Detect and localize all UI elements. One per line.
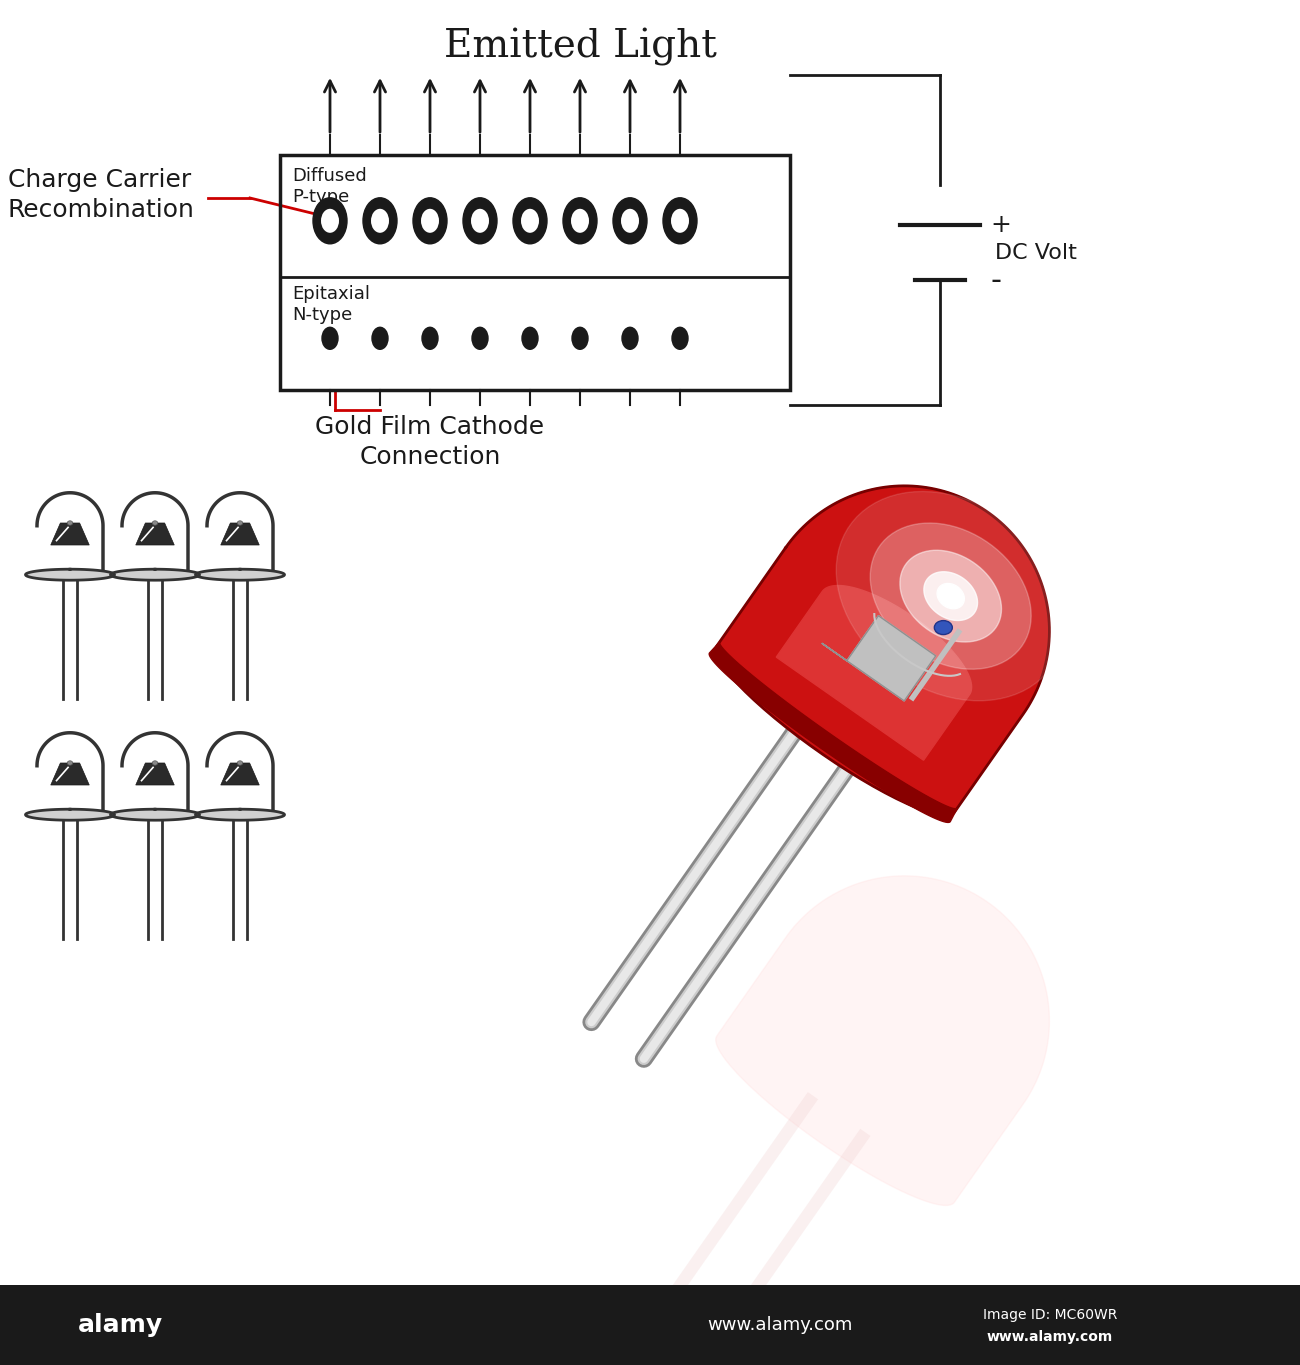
Text: Charge Carrier
Recombination: Charge Carrier Recombination bbox=[8, 168, 195, 221]
Polygon shape bbox=[135, 523, 174, 545]
Text: Emitted Light: Emitted Light bbox=[443, 29, 716, 66]
Ellipse shape bbox=[413, 198, 447, 244]
Text: alamy: alamy bbox=[78, 1313, 162, 1336]
Polygon shape bbox=[135, 763, 174, 785]
Polygon shape bbox=[823, 616, 936, 700]
Ellipse shape bbox=[935, 621, 953, 635]
Polygon shape bbox=[36, 493, 103, 572]
Polygon shape bbox=[900, 550, 1001, 642]
Polygon shape bbox=[776, 586, 971, 760]
Ellipse shape bbox=[422, 328, 438, 349]
Ellipse shape bbox=[421, 209, 439, 233]
Polygon shape bbox=[36, 733, 103, 812]
Ellipse shape bbox=[663, 198, 697, 244]
Polygon shape bbox=[221, 523, 259, 545]
Ellipse shape bbox=[321, 209, 339, 233]
Bar bbox=[0, 1284, 1300, 1365]
Ellipse shape bbox=[372, 328, 387, 349]
Ellipse shape bbox=[621, 209, 640, 233]
Polygon shape bbox=[26, 569, 114, 580]
Polygon shape bbox=[111, 809, 199, 820]
Polygon shape bbox=[122, 733, 188, 812]
Polygon shape bbox=[716, 486, 1049, 815]
Ellipse shape bbox=[572, 328, 588, 349]
Ellipse shape bbox=[152, 521, 157, 526]
Text: DC Volt: DC Volt bbox=[994, 243, 1076, 262]
Ellipse shape bbox=[237, 760, 243, 766]
Text: www.alamy.com: www.alamy.com bbox=[987, 1330, 1113, 1345]
Ellipse shape bbox=[152, 760, 157, 766]
Ellipse shape bbox=[621, 328, 638, 349]
Polygon shape bbox=[924, 572, 978, 621]
Polygon shape bbox=[207, 733, 273, 812]
Ellipse shape bbox=[68, 760, 73, 766]
Ellipse shape bbox=[523, 328, 538, 349]
Polygon shape bbox=[51, 523, 90, 545]
Text: Diffused
P-type: Diffused P-type bbox=[292, 167, 367, 206]
Polygon shape bbox=[221, 763, 259, 785]
Polygon shape bbox=[26, 809, 114, 820]
Ellipse shape bbox=[463, 198, 497, 244]
Polygon shape bbox=[111, 569, 199, 580]
Polygon shape bbox=[937, 583, 965, 609]
Ellipse shape bbox=[671, 209, 689, 233]
Polygon shape bbox=[51, 763, 90, 785]
Polygon shape bbox=[836, 491, 1065, 700]
Ellipse shape bbox=[68, 521, 73, 526]
Polygon shape bbox=[195, 809, 285, 820]
Ellipse shape bbox=[363, 198, 396, 244]
Bar bbox=[280, 156, 790, 390]
Text: Gold Film Cathode
Connection: Gold Film Cathode Connection bbox=[316, 415, 545, 468]
Ellipse shape bbox=[571, 209, 589, 233]
Polygon shape bbox=[716, 876, 1049, 1205]
Text: -: - bbox=[991, 266, 1001, 295]
Text: Image ID: MC60WR: Image ID: MC60WR bbox=[983, 1308, 1117, 1321]
Ellipse shape bbox=[322, 328, 338, 349]
Ellipse shape bbox=[471, 209, 489, 233]
Ellipse shape bbox=[514, 198, 547, 244]
Ellipse shape bbox=[614, 198, 647, 244]
Text: +: + bbox=[991, 213, 1011, 238]
Polygon shape bbox=[207, 493, 273, 572]
Ellipse shape bbox=[313, 198, 347, 244]
Polygon shape bbox=[710, 642, 957, 822]
Polygon shape bbox=[870, 523, 1031, 669]
Text: Epitaxial
N-type: Epitaxial N-type bbox=[292, 285, 370, 324]
Ellipse shape bbox=[521, 209, 540, 233]
Polygon shape bbox=[122, 493, 188, 572]
Text: www.alamy.com: www.alamy.com bbox=[707, 1316, 853, 1334]
Polygon shape bbox=[195, 569, 285, 580]
Ellipse shape bbox=[472, 328, 488, 349]
Ellipse shape bbox=[672, 328, 688, 349]
Ellipse shape bbox=[237, 521, 243, 526]
Ellipse shape bbox=[370, 209, 389, 233]
Ellipse shape bbox=[563, 198, 597, 244]
